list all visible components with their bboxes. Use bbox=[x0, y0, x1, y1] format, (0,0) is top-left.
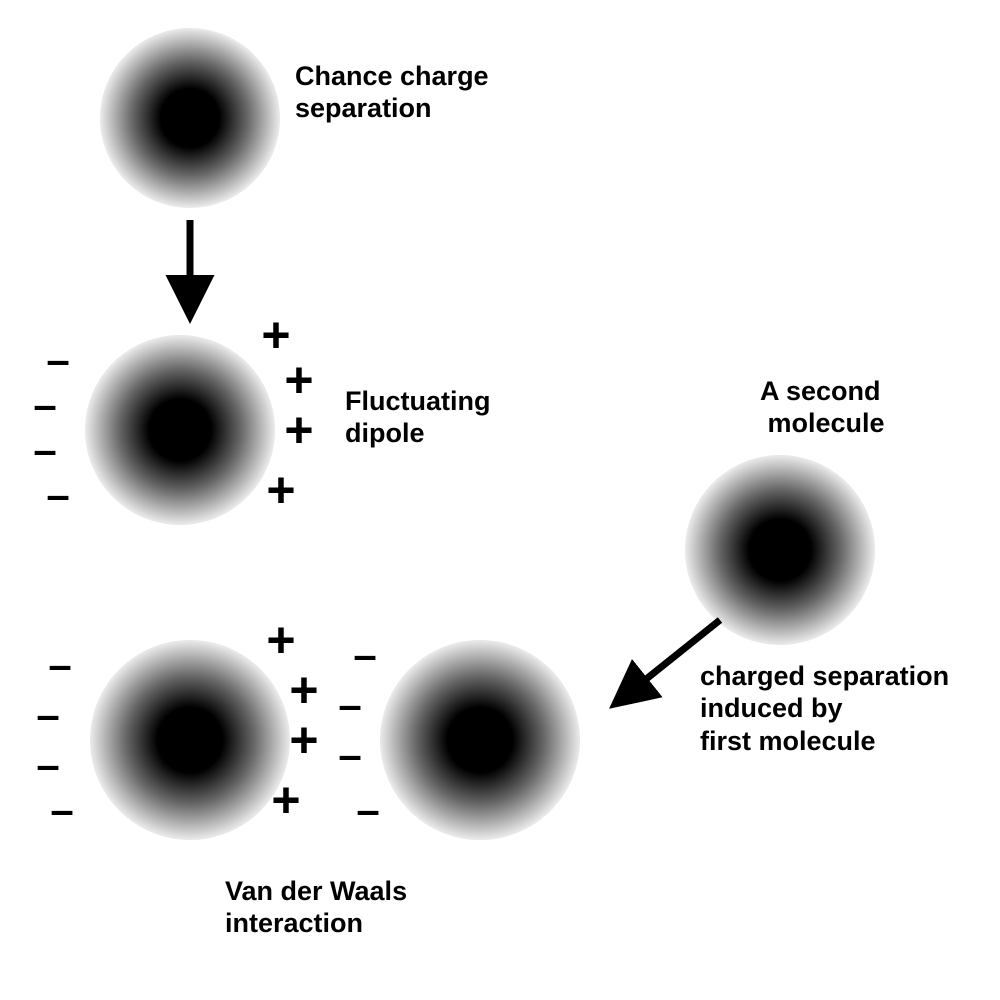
plus-icon: + bbox=[284, 401, 311, 459]
plus-icon: + bbox=[289, 711, 316, 769]
minus-icon: – bbox=[48, 641, 71, 689]
minus-icon: – bbox=[36, 741, 59, 789]
minus-icon: – bbox=[356, 786, 379, 834]
minus-icon: – bbox=[353, 631, 376, 679]
plus-icon: + bbox=[271, 771, 298, 829]
label-second-molecule: A second molecule bbox=[760, 375, 885, 440]
plus-icon: + bbox=[266, 461, 293, 519]
minus-icon: – bbox=[50, 786, 73, 834]
minus-icon: – bbox=[46, 471, 69, 519]
label-charged-separation-induced: charged separation induced by first mole… bbox=[700, 660, 949, 757]
minus-icon: – bbox=[36, 691, 59, 739]
minus-icon: – bbox=[338, 731, 361, 779]
minus-icon: – bbox=[46, 336, 69, 384]
label-chance-charge-separation: Chance charge separation bbox=[295, 60, 489, 125]
label-van-der-waals: Van der Waals interaction bbox=[225, 875, 407, 940]
minus-icon: – bbox=[33, 426, 56, 474]
minus-icon: – bbox=[338, 681, 361, 729]
minus-icon: – bbox=[33, 381, 56, 429]
arrows-layer bbox=[0, 0, 1000, 1000]
label-fluctuating-dipole: Fluctuating dipole bbox=[345, 385, 490, 450]
